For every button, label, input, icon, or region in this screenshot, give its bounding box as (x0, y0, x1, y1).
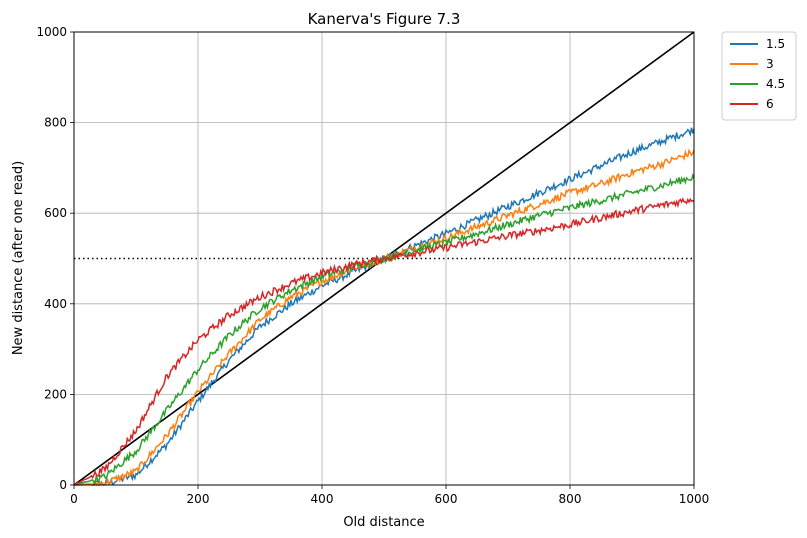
x-tick-label: 1000 (679, 492, 710, 506)
ticks: 0 200 400 600 800 1000 0 200 400 600 800 1000 (36, 25, 709, 506)
x-tick-label: 600 (435, 492, 458, 506)
legend-label: 1.5 (766, 37, 785, 51)
y-tick-label: 200 (44, 387, 67, 401)
x-tick-label: 0 (70, 492, 78, 506)
series-line-3 (73, 197, 695, 486)
y-axis-label: New distance (after one read) (11, 161, 26, 355)
y-tick-label: 800 (44, 116, 67, 130)
y-tick-label: 400 (44, 297, 67, 311)
y-tick-label: 0 (59, 478, 67, 492)
x-tick-label: 400 (311, 492, 334, 506)
legend-label: 3 (766, 57, 774, 71)
plot-frame (73, 31, 695, 486)
series-group (73, 127, 695, 487)
legend: 1.5 3 4.5 6 (721, 31, 797, 121)
y-tick-label: 1000 (36, 25, 67, 39)
x-axis-label: Old distance (343, 515, 424, 530)
legend-label: 4.5 (766, 77, 785, 91)
x-tick-label: 800 (559, 492, 582, 506)
legend-label: 6 (766, 97, 774, 111)
x-tick-label: 200 (187, 492, 210, 506)
y-tick-label: 600 (44, 206, 67, 220)
chart-title: Kanerva's Figure 7.3 (308, 10, 461, 28)
legend-box (721, 31, 797, 121)
